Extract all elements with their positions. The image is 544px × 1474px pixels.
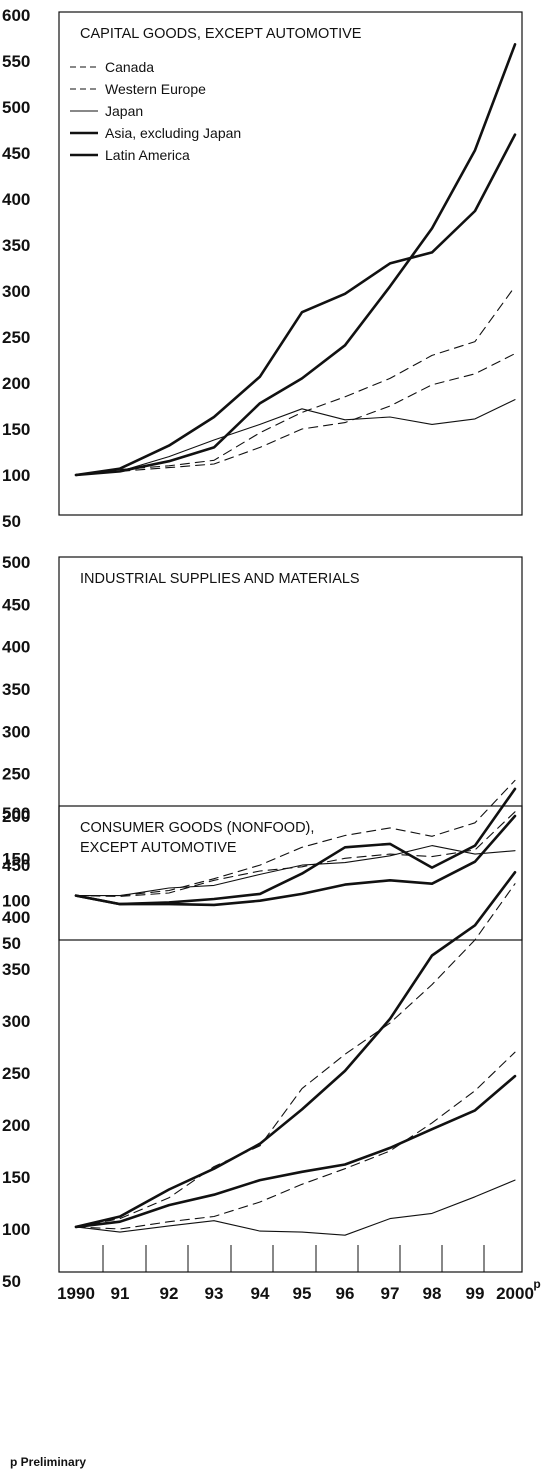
y-tick-label: 450 [2,595,30,614]
x-tick-label: 98 [423,1284,442,1303]
y-tick-label: 450 [2,144,30,163]
series-line-latin-america [74,1074,517,1229]
y-tick-label: 500 [2,804,30,823]
y-tick-label: 300 [2,282,30,301]
y-tick-label: 500 [2,553,30,572]
x-tick-label: 95 [293,1284,312,1303]
y-tick-label: 350 [2,236,30,255]
series-line-japan [75,845,516,897]
x-tick-label: 92 [160,1284,179,1303]
y-tick-label: 100 [2,892,30,911]
plot-frame [58,556,523,941]
series-line-western-europe [75,353,516,476]
series-line-japan [75,399,516,476]
series-line-western-europe [75,811,516,897]
y-tick-label: 150 [2,420,30,439]
x-tick-label: 99 [466,1284,485,1303]
legend-label-latin-america: Latin America [105,147,190,163]
y-tick-label: 300 [2,722,30,741]
footnote-preliminary: p Preliminary [10,1455,86,1469]
y-tick-label: 500 [2,98,30,117]
y-tick-label: 400 [2,190,30,209]
x-tick-label: 1990 [57,1284,95,1303]
y-tick-label: 250 [2,328,30,347]
y-tick-label: 250 [2,1064,30,1083]
legend-label-japan: Japan [105,103,143,119]
series-line-latin-america [74,814,517,907]
y-tick-label: 50 [2,1272,21,1291]
x-tick-label: 91 [111,1284,130,1303]
y-tick-label: 450 [2,856,30,875]
y-tick-label: 50 [2,512,21,531]
y-tick-label: 150 [2,1168,30,1187]
x-tick-label: 94 [251,1284,270,1303]
y-tick-label: 200 [2,807,30,826]
legend-label-asia-excluding-japan: Asia, excluding Japan [105,125,241,141]
plot-frame [58,11,523,516]
legend-label-western-europe: Western Europe [105,81,206,97]
panel-title: CONSUMER GOODS (NONFOOD), EXCEPT AUTOMOTI… [80,820,314,856]
y-tick-label: 400 [2,908,30,927]
y-tick-label: 550 [2,52,30,71]
y-tick-label: 150 [2,849,30,868]
panel-title: INDUSTRIAL SUPPLIES AND MATERIALS [80,571,360,587]
y-tick-label: 600 [2,6,30,25]
x-tick-label: 2000 [496,1284,534,1303]
series-line-western-europe [75,1051,516,1230]
panel-1: 50 100 150 200 250 300 350 400 450 500 550 600 CAPIT… [2,6,523,531]
series-line-asia-excluding-japan [74,870,517,1229]
y-tick-label: 400 [2,638,30,657]
series-line-canada [75,779,516,897]
series-line-japan [75,1179,516,1236]
y-tick-label: 50 [2,934,21,953]
y-tick-label: 300 [2,1012,30,1031]
series-line-canada [75,883,516,1228]
series-line-canada [75,285,516,476]
plot-frame [58,805,523,1273]
x-tick-label: 97 [381,1284,400,1303]
y-tick-label: 350 [2,680,30,699]
x-tick-label: 93 [205,1284,224,1303]
y-tick-label: 250 [2,765,30,784]
x-tick-label: 96 [336,1284,355,1303]
y-tick-label: 350 [2,960,30,979]
series-line-latin-america [74,133,517,477]
y-tick-label: 200 [2,374,30,393]
panel-3: 50 100 150 200 250 300 350 400 450 500 CONSUMER GO… [2,804,541,1303]
legend-label-canada: Canada [105,59,154,75]
y-tick-label: 100 [2,466,30,485]
series-line-asia-excluding-japan [74,43,517,477]
panel-2: 50 100 150 200 250 300 350 400 450 500 INDUSTRIAL … [2,553,523,953]
y-tick-label: 200 [2,1116,30,1135]
chart-panels: 50 100 150 200 250 300 350 400 450 500 550 600 CAPIT… [2,6,541,1303]
panel-title: CAPITAL GOODS, EXCEPT AUTOMOTIVE [80,26,362,42]
y-tick-label: 100 [2,1220,30,1239]
x-tick-superscript: p [533,1277,540,1291]
